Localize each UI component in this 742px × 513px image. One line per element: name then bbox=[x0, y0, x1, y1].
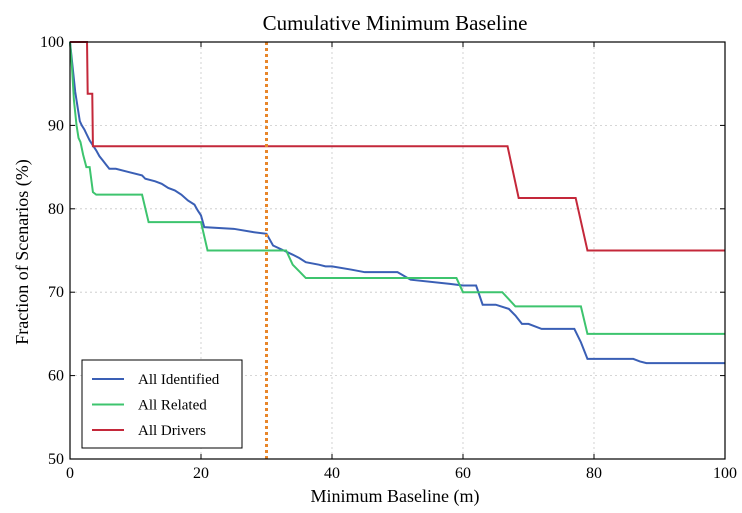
y-tick-label: 100 bbox=[40, 34, 64, 51]
x-axis-label: Minimum Baseline (m) bbox=[311, 486, 480, 507]
series-line-2 bbox=[69, 41, 725, 335]
x-tick-label: 60 bbox=[455, 465, 471, 482]
plot-frame bbox=[69, 41, 726, 460]
x-tick-label: 40 bbox=[324, 465, 340, 482]
chart-title: Cumulative Minimum Baseline bbox=[263, 11, 528, 35]
y-tick-label: 80 bbox=[48, 201, 64, 218]
axis-ticks: 0 20 40 60 80 100 50 60 70 80 90 100 bbox=[40, 34, 737, 482]
y-tick-label: 90 bbox=[48, 117, 64, 134]
x-tick-label: 0 bbox=[66, 465, 74, 482]
legend: All Identified All Related All Drivers bbox=[81, 359, 243, 449]
x-tick-label: 100 bbox=[713, 465, 737, 482]
series-line-3 bbox=[70, 41, 725, 252]
y-tick-label: 50 bbox=[48, 451, 64, 468]
y-tick-label: 70 bbox=[48, 284, 64, 301]
legend-label-1: All Identified bbox=[138, 372, 220, 388]
grid bbox=[70, 42, 725, 459]
y-axis-label: Fraction of Scenarios (%) bbox=[12, 159, 33, 344]
series-lines bbox=[69, 41, 725, 365]
x-tick-label: 80 bbox=[586, 465, 602, 482]
y-tick-label: 60 bbox=[48, 368, 64, 385]
x-tick-label: 20 bbox=[193, 465, 209, 482]
series-line-1 bbox=[69, 41, 725, 365]
legend-label-2: All Related bbox=[138, 398, 207, 414]
legend-label-3: All Drivers bbox=[138, 423, 206, 439]
